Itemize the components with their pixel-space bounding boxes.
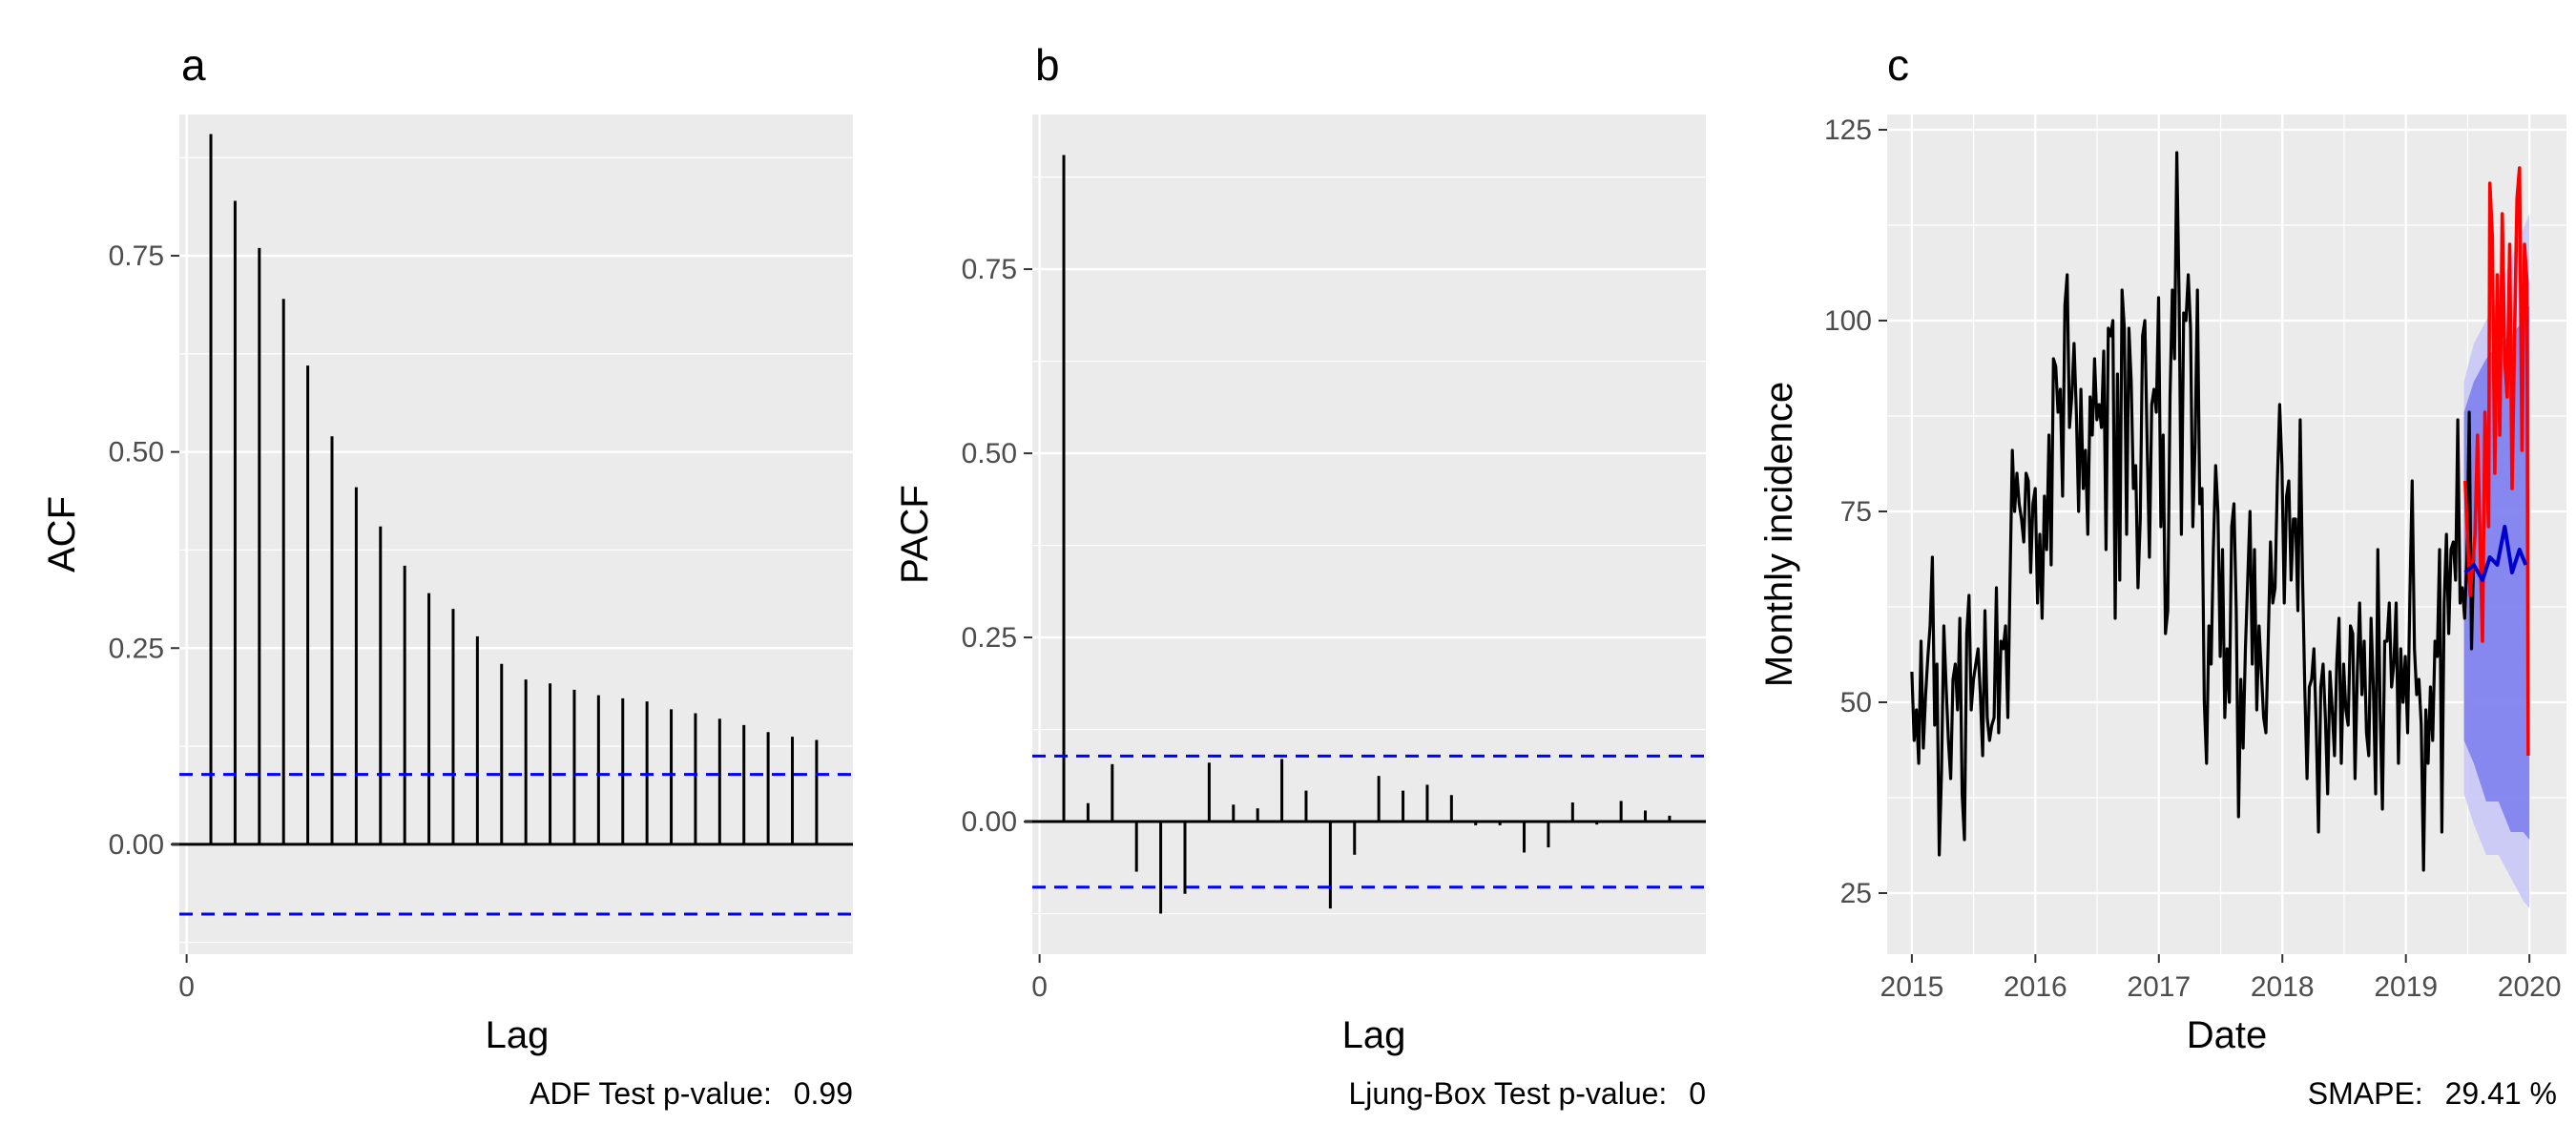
panel-b-background: [1032, 114, 1706, 954]
panel-a-marks: [172, 134, 853, 916]
smape-label: SMAPE:: [2308, 1076, 2423, 1111]
x-tick-label: 2019: [2374, 971, 2438, 1003]
panel-c-x-axis-title: Date: [2187, 1014, 2268, 1056]
panel-a-caption: ADF Test p-value: 0.99: [530, 1076, 853, 1111]
y-tick-label: 100: [1824, 305, 1872, 337]
observed-series-line: [1910, 151, 2476, 872]
x-tick-label: 2018: [2251, 971, 2315, 1003]
panel-a-y-axis-title: ACF: [41, 496, 83, 572]
y-tick-label: 25: [1840, 878, 1872, 909]
y-tick-label: 50: [1840, 687, 1872, 718]
x-tick-label: 0: [178, 971, 195, 1003]
ljung-box-p-value: 0: [1689, 1076, 1706, 1111]
panel-a-background: [179, 114, 853, 954]
panel-b-marks: [1025, 155, 1706, 914]
adf-p-value: 0.99: [794, 1076, 853, 1111]
y-tick-label: 0.00: [962, 806, 1017, 838]
y-tick-label: 0.00: [109, 829, 164, 861]
panel-a-y-ticks: 0.00 0.25 0.50 0.75: [109, 240, 179, 861]
x-tick-label: 2020: [2498, 971, 2562, 1003]
panel-b-y-axis-title: PACF: [894, 485, 936, 584]
smape-value: 29.41 %: [2445, 1076, 2557, 1111]
y-tick-label: 0.75: [962, 254, 1017, 285]
x-tick-label: 2015: [1880, 971, 1944, 1003]
panel-b-tag: b: [1035, 40, 1060, 90]
y-tick-label: 0.50: [109, 437, 164, 468]
panel-c-tag: c: [1887, 40, 1909, 90]
panel-b-x-axis-title: Lag: [1342, 1014, 1406, 1056]
panel-a-x-ticks: 0: [178, 954, 195, 1003]
x-tick-label: 2016: [2004, 971, 2067, 1003]
panel-a-x-axis-title: Lag: [486, 1014, 550, 1056]
y-tick-label: 75: [1840, 496, 1872, 528]
panel-a-tag: a: [181, 40, 206, 90]
panel-c-y-axis-title: Monthly incidence: [1758, 382, 1800, 687]
adf-label: ADF Test p-value:: [530, 1076, 772, 1111]
y-tick-label: 0.50: [962, 438, 1017, 469]
panel-c-y-ticks: 25 50 75 100 125: [1824, 114, 1887, 909]
y-tick-label: 125: [1824, 114, 1872, 146]
panel-b-caption: Ljung-Box Test p-value: 0: [1348, 1076, 1706, 1111]
y-tick-label: 0.25: [109, 633, 164, 664]
panel-b-x-ticks: 0: [1031, 954, 1048, 1003]
x-tick-label: 2017: [2127, 971, 2191, 1003]
forecast-series-line: [2463, 525, 2528, 582]
panel-a-acf: a 0.00 0.25 0.50 0.75 0 Lag ACF ADF Test p-…: [41, 40, 853, 1111]
panel-c-marks: [1910, 151, 2530, 908]
x-tick-label: 0: [1031, 971, 1048, 1003]
panel-c-caption: SMAPE: 29.41 %: [2308, 1076, 2557, 1111]
y-tick-label: 0.25: [962, 622, 1017, 654]
panel-c-x-ticks: 2015 2016 2017 2018 2019 2020: [1880, 954, 2562, 1003]
panel-b-y-ticks: 0.00 0.25 0.50 0.75: [962, 254, 1032, 838]
actual-series-line: [2463, 166, 2530, 757]
y-tick-label: 0.75: [109, 240, 164, 272]
ljung-box-label: Ljung-Box Test p-value:: [1348, 1076, 1667, 1111]
panel-b-pacf: b 0.00 0.25 0.50 0.75 0 Lag PACF Ljung-Box …: [894, 40, 1706, 1111]
panel-c-background: [1887, 114, 2566, 954]
